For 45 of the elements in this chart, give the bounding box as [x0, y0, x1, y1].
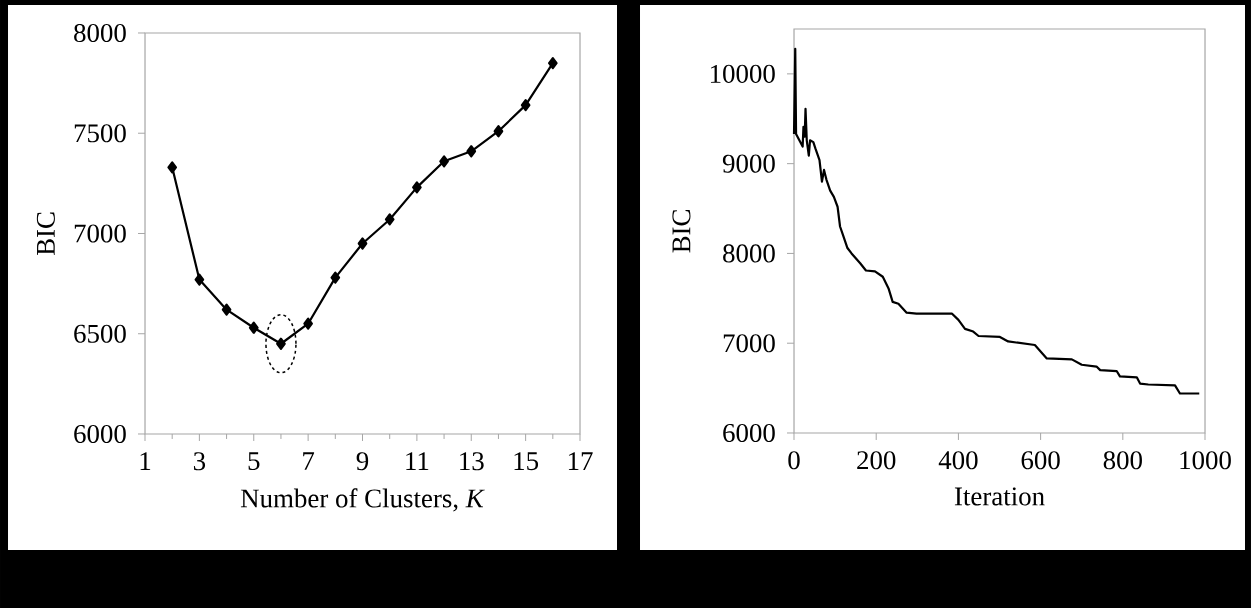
point	[439, 155, 449, 168]
x-tick-label: 0	[788, 451, 800, 470]
y-tick-label: 6000	[723, 423, 775, 443]
point	[167, 161, 178, 174]
x-tick-label: 15	[514, 452, 539, 471]
point	[194, 273, 205, 286]
point	[248, 321, 259, 334]
y-tick-label: 8000	[723, 244, 775, 263]
point	[330, 271, 341, 284]
point	[303, 317, 313, 330]
y-tick-label: 7000	[74, 224, 126, 243]
point	[221, 303, 232, 316]
x-tick-label: 5	[248, 452, 260, 471]
x-axis-title: Number of Clusters, K	[240, 488, 485, 512]
x-tick-label: 7	[303, 452, 315, 470]
point	[520, 99, 531, 112]
x-tick-label: 1	[140, 452, 151, 470]
y-tick-label: 7500	[74, 124, 126, 143]
point	[412, 181, 422, 194]
y-tick-label: 10000	[710, 64, 775, 83]
y-tick-label: 6000	[74, 424, 126, 444]
x-tick-label: 400	[938, 451, 978, 470]
y-tick-label: 6500	[74, 324, 126, 343]
y-tick-label: 8000	[74, 23, 126, 43]
point	[276, 337, 286, 350]
x-tick-label: 11	[406, 452, 429, 470]
x-tick-label: 1000	[1180, 451, 1231, 470]
y-axis-title: BIC	[672, 210, 691, 253]
point	[466, 145, 477, 158]
line-series	[792, 47, 1201, 395]
x-tick-label: 17	[568, 452, 593, 470]
point	[357, 237, 368, 250]
y-tick-label: 9000	[722, 154, 775, 173]
x-tick-label: 3	[193, 452, 206, 471]
x-tick-label: 200	[857, 451, 896, 470]
point	[384, 213, 395, 226]
y-axis-title: BIC	[36, 212, 55, 256]
x-tick-label: 13	[460, 452, 484, 471]
y-tick-label: 7000	[723, 334, 775, 353]
x-tick-label: 800	[1103, 451, 1142, 470]
x-tick-label: 600	[1021, 451, 1060, 470]
point	[547, 56, 558, 70]
point	[493, 125, 504, 138]
x-tick-label: 9	[356, 452, 369, 471]
x-axis-title: Iteration	[954, 487, 1045, 506]
